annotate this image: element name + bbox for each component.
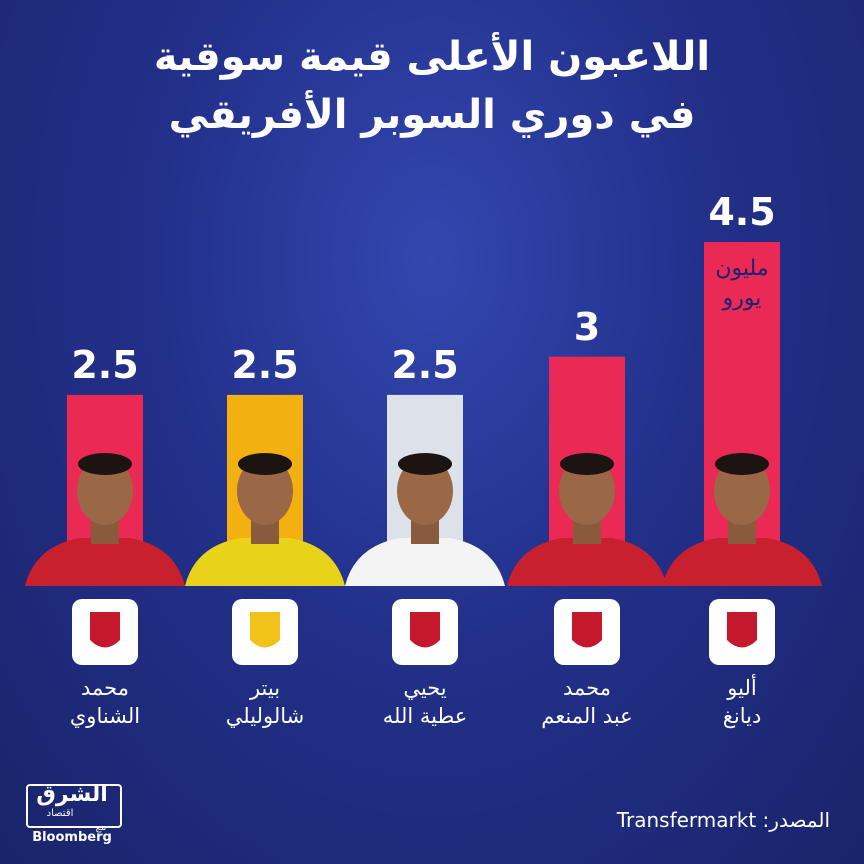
x-tick-label: يحيي عطية الله (382, 676, 468, 728)
player-photo (25, 538, 185, 586)
club-crest (410, 612, 440, 648)
player-photo (662, 538, 822, 586)
value-label: 2.5 (231, 342, 299, 387)
player-hair (78, 453, 132, 475)
brand-name: الشرق (36, 782, 108, 807)
value-label: 2.5 (391, 342, 459, 387)
player-hair (398, 453, 452, 475)
player-hair (238, 453, 292, 475)
chart-title: اللاعبون الأعلى قيمة سوقية في دوري السوب… (153, 34, 711, 138)
player-hair (560, 453, 614, 475)
player-photo (345, 538, 505, 586)
x-tick-label: بيتر شالوليلي (225, 676, 305, 728)
player-head (397, 457, 453, 525)
x-tick-label: محمد الشناوي (69, 676, 141, 728)
player-head (237, 457, 293, 525)
player-head (714, 457, 770, 525)
club-crest (727, 612, 757, 648)
value-label: 3 (573, 304, 601, 349)
brand-logo: الشرق اقتصاد مع Bloomberg (26, 782, 136, 846)
brand-with: مع (95, 822, 107, 833)
club-crest (572, 612, 602, 648)
x-tick-label: محمد عبد المنعم (541, 676, 633, 728)
player-photo (507, 538, 667, 586)
unit-label: مليون يورو (715, 256, 769, 311)
value-label: 4.5 (708, 190, 776, 234)
player-head (559, 457, 615, 525)
brand-partner: Bloomberg (32, 830, 112, 845)
value-label: 2.5 (71, 342, 139, 387)
x-tick-label: أليو ديانغ (722, 676, 762, 728)
player-head (77, 457, 133, 525)
club-crest (90, 612, 120, 648)
club-crest (250, 612, 280, 648)
brand-sub: اقتصاد (46, 808, 74, 819)
source: المصدر: Transfermarkt (616, 808, 830, 832)
player-hair (715, 453, 769, 475)
player-photo (185, 538, 345, 586)
